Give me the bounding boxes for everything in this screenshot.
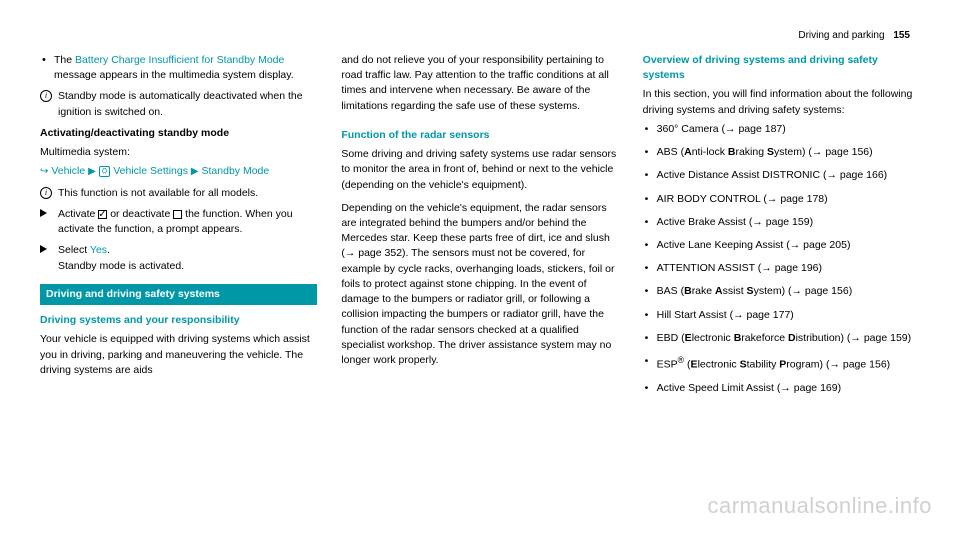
column-3: Overview of driving systems and driving … [643,53,920,513]
action-step: Select Yes. Standby mode is activated. [40,243,317,273]
info-icon: i [40,187,52,199]
body-text: Some driving and driving safety systems … [341,147,618,193]
bullet-item: The Battery Charge Insufficient for Stan… [40,53,317,83]
checkbox-empty-icon [173,210,182,219]
body-text: Depending on the vehicle's equipment, th… [341,201,618,368]
system-item: Active Lane Keeping Assist (→ page 205) [643,238,920,253]
subheading: Overview of driving systems and driving … [643,53,920,83]
system-item: Active Speed Limit Assist (→ page 169) [643,381,920,396]
system-item: 360° Camera (→ page 187) [643,122,920,137]
info-icon: i [40,90,52,102]
text: Select [58,244,90,256]
activating-title: Activating/deactivating standby mode [40,126,317,141]
text: The [54,54,75,66]
checkbox-checked-icon [98,210,107,219]
section-title-bar: Driving and driving safety systems [40,284,317,305]
system-item: ABS (Anti-lock Braking System) (→ page 1… [643,145,920,160]
body-text: and do not relieve you of your responsib… [341,53,618,114]
bullet-list: The Battery Charge Insufficient for Stan… [40,53,317,83]
column-2: and do not relieve you of your responsib… [341,53,618,513]
yes-teal: Yes [90,244,107,256]
system-item: Hill Start Assist (→ page 177) [643,308,920,323]
chevron-icon: ▶ [191,166,199,177]
chevron-icon: ▶ [88,166,96,177]
text: . [107,244,110,256]
system-item: ATTENTION ASSIST (→ page 196) [643,261,920,276]
system-item: ESP® (Electronic Stability Program) (→ p… [643,354,920,373]
subheading: Driving systems and your responsibility [40,313,317,328]
page-container: Driving and parking 155 The Battery Char… [0,0,960,533]
systems-list: 360° Camera (→ page 187) ABS (Anti-lock B… [643,122,920,396]
message-teal: Battery Charge Insufficient for Standby … [75,54,284,66]
nav-arrow-icon: ↪ [40,166,48,177]
page-number: 155 [893,30,910,41]
body-text: Your vehicle is equipped with driving sy… [40,332,317,378]
multimedia-label: Multimedia system: [40,145,317,160]
info-text: This function is not available for all m… [58,187,258,199]
system-item: Active Brake Assist (→ page 159) [643,215,920,230]
column-1: The Battery Charge Insufficient for Stan… [40,53,317,513]
nav-path: ↪ Vehicle ▶ ⛭ Vehicle Settings ▶ Standby… [40,164,317,180]
system-item: AIR BODY CONTROL (→ page 178) [643,192,920,207]
system-item: Active Distance Assist DISTRONIC (→ page… [643,168,920,183]
subheading: Function of the radar sensors [341,128,618,143]
nav-vehicle: Vehicle [51,165,85,177]
page-header: Driving and parking 155 [40,30,920,41]
text: Standby mode is activated. [58,260,184,272]
triangle-icon [40,245,47,253]
info-text: Standby mode is automatically deactivate… [58,90,303,117]
text: or deactivate [107,208,173,220]
system-item: EBD (Electronic Brakeforce Distribution)… [643,331,920,346]
action-step: Activate or deactivate the function. Whe… [40,207,317,237]
triangle-icon [40,209,47,217]
info-note: i Standby mode is automatically deactiva… [40,89,317,119]
text: message appears in the multimedia system… [54,69,294,81]
nav-settings: Vehicle Settings [113,165,188,177]
content-columns: The Battery Charge Insufficient for Stan… [40,53,920,513]
info-note: i This function is not available for all… [40,186,317,201]
header-section: Driving and parking [798,30,884,41]
nav-standby: Standby Mode [202,165,270,177]
system-item: BAS (Brake Assist System) (→ page 156) [643,284,920,299]
text: Activate [58,208,98,220]
car-icon: ⛭ [99,166,111,177]
watermark: carmanualsonline.info [707,493,932,519]
body-text: In this section, you will find informati… [643,87,920,117]
